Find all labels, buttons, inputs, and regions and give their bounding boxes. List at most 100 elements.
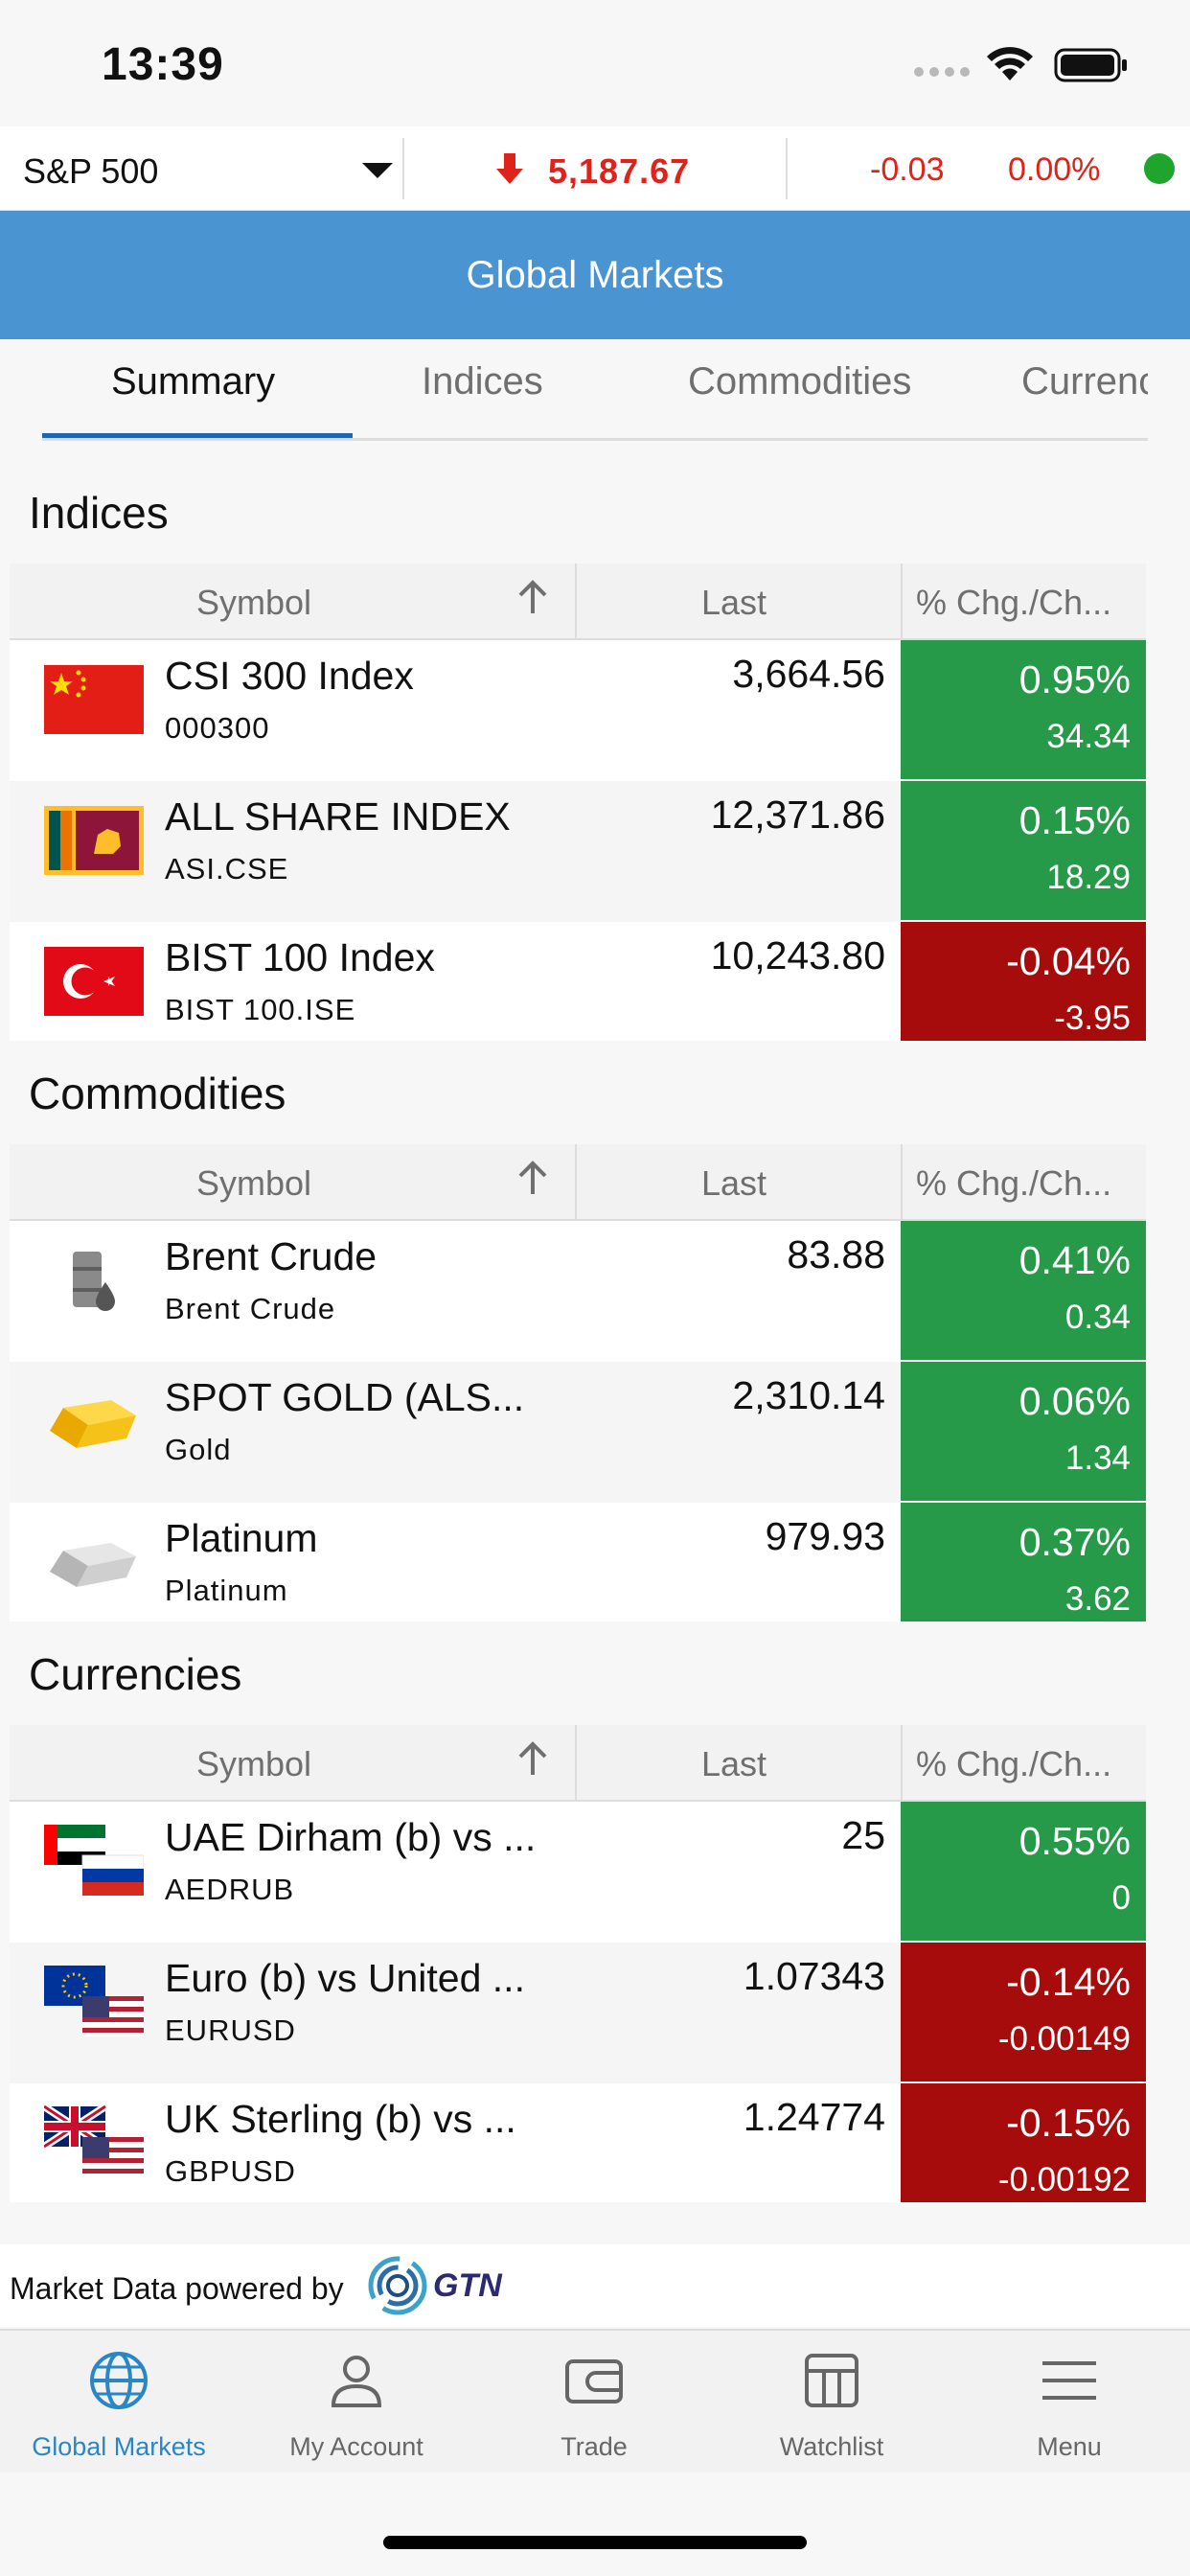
row-change: 0 [1111,1879,1131,1917]
section-title-currencies: Currencies [29,1649,242,1699]
change-badge: -0.14% -0.00149 [901,1943,1146,2082]
row-code: GBPUSD [165,2154,296,2188]
change-badge: -0.04% -3.95 [901,922,1146,1041]
sort-ascending-icon[interactable] [515,1740,550,1779]
column-header-last[interactable]: Last [701,1163,767,1203]
row-change: -3.95 [1054,1000,1131,1037]
sri-lanka-flag-icon [44,806,144,875]
table-header: Symbol Last % Chg./Ch... [10,1725,1146,1802]
row-change: 0.34 [1064,1299,1131,1336]
row-percent: -0.15% [1006,2101,1131,2145]
column-header-change[interactable]: % Chg./Ch... [916,1163,1112,1203]
eu-us-flags-icon [44,1966,144,2036]
row-name: UAE Dirham (b) vs ... [165,1815,537,1859]
sort-ascending-icon[interactable] [515,579,550,617]
status-bar: 13:39 [0,0,1190,126]
nav-label: Global Markets [32,2432,206,2461]
gold-bar-icon [50,1400,136,1448]
gtn-logo: GTN [368,2256,503,2315]
indices-table: Symbol Last % Chg./Ch... CSI 300 Index 0… [10,564,1146,1041]
table-row[interactable]: Brent Crude Brent Crude 83.88 0.41% 0.34 [10,1221,1146,1362]
ticker-divider [786,138,788,199]
row-code: EURUSD [165,2013,296,2047]
row-last: 1.07343 [743,1954,885,1998]
row-percent: 0.37% [1018,1520,1131,1564]
chevron-down-icon[interactable] [362,163,393,178]
home-indicator[interactable] [383,2536,807,2549]
column-header-symbol[interactable]: Symbol [196,1163,312,1203]
column-header-symbol[interactable]: Symbol [196,583,312,622]
tab-bar: Summary Indices Commodities Currencies [42,339,1148,441]
row-name: CSI 300 Index [165,654,414,698]
column-header-change[interactable]: % Chg./Ch... [916,583,1112,622]
globe-icon [90,2352,148,2409]
tab-summary[interactable]: Summary [111,360,276,402]
row-name: SPOT GOLD (ALS... [165,1375,525,1419]
row-code: Brent Crude [165,1292,336,1325]
row-code: 000300 [165,711,270,745]
row-code: ASI.CSE [165,852,289,886]
nav-trade[interactable]: Trade [475,2331,713,2474]
bottom-navigation: Global Markets My Account Trade Watchlis… [0,2329,1190,2472]
row-name: Euro (b) vs United ... [165,1956,525,2000]
table-row[interactable]: Euro (b) vs United ... EURUSD 1.07343 -0… [10,1943,1146,2083]
table-row[interactable]: UAE Dirham (b) vs ... AEDRUB 25 0.55% 0 [10,1802,1146,1943]
nav-menu[interactable]: Menu [950,2331,1188,2474]
status-time: 13:39 [102,39,224,90]
oil-barrel-icon [73,1252,115,1311]
nav-my-account[interactable]: My Account [238,2331,475,2474]
tab-currencies[interactable]: Currencies [1021,360,1148,402]
row-percent: 0.06% [1018,1379,1131,1423]
nav-watchlist[interactable]: Watchlist [713,2331,950,2474]
column-header-last[interactable]: Last [701,583,767,622]
row-change: -0.00192 [997,2161,1131,2198]
uk-us-flags-icon [44,2103,144,2177]
row-name: Brent Crude [165,1234,378,1278]
powered-by-text: Market Data powered by [10,2271,344,2306]
row-code: BIST 100.ISE [165,993,356,1026]
sort-ascending-icon[interactable] [515,1160,550,1198]
ticker-symbol[interactable]: S&P 500 [23,151,159,191]
row-last: 2,310.14 [732,1373,885,1417]
change-badge: 0.41% 0.34 [901,1221,1146,1360]
row-last: 3,664.56 [732,652,885,696]
row-last: 25 [841,1813,885,1857]
row-change: 18.29 [1046,859,1131,896]
table-row[interactable]: CSI 300 Index 000300 3,664.56 0.95% 34.3… [10,640,1146,781]
nav-global-markets[interactable]: Global Markets [0,2331,238,2474]
row-name: UK Sterling (b) vs ... [165,2097,516,2141]
row-name: BIST 100 Index [165,935,435,979]
table-row[interactable]: Platinum Platinum 979.93 0.37% 3.62 [10,1503,1146,1622]
market-open-indicator [1144,153,1175,184]
row-percent: -0.14% [1006,1960,1131,2004]
change-badge: -0.15% -0.00192 [901,2083,1146,2202]
table-row[interactable]: UK Sterling (b) vs ... GBPUSD 1.24774 -0… [10,2083,1146,2202]
column-header-symbol[interactable]: Symbol [196,1744,312,1783]
column-header-change[interactable]: % Chg./Ch... [916,1744,1112,1783]
ticker-divider [402,138,404,199]
column-header-last[interactable]: Last [701,1744,767,1783]
table-row[interactable]: ALL SHARE INDEX ASI.CSE 12,371.86 0.15% … [10,781,1146,922]
section-title-indices: Indices [29,488,169,538]
index-ticker[interactable]: S&P 500 5,187.67 -0.03 0.00% [0,126,1190,211]
nav-label: My Account [289,2432,423,2461]
row-change: 34.34 [1046,718,1131,755]
tab-indices[interactable]: Indices [422,360,543,402]
battery-icon [1054,48,1127,82]
wallet-icon [565,2359,623,2404]
gtn-logo-text: GTN [433,2267,503,2304]
row-change: -0.00149 [997,2020,1131,2058]
row-last: 10,243.80 [710,933,885,978]
tab-commodities[interactable]: Commodities [688,360,912,402]
table-row[interactable]: SPOT GOLD (ALS... Gold 2,310.14 0.06% 1.… [10,1362,1146,1503]
table-row[interactable]: BIST 100 Index BIST 100.ISE 10,243.80 -0… [10,922,1146,1041]
nav-label: Watchlist [779,2432,884,2461]
row-code: Platinum [165,1574,288,1607]
row-change: 1.34 [1064,1439,1131,1477]
row-last: 83.88 [787,1232,885,1276]
row-percent: 0.15% [1018,798,1131,842]
china-flag-icon [44,665,144,734]
nav-label: Menu [1037,2432,1102,2461]
change-badge: 0.06% 1.34 [901,1362,1146,1501]
change-badge: 0.95% 34.34 [901,640,1146,779]
